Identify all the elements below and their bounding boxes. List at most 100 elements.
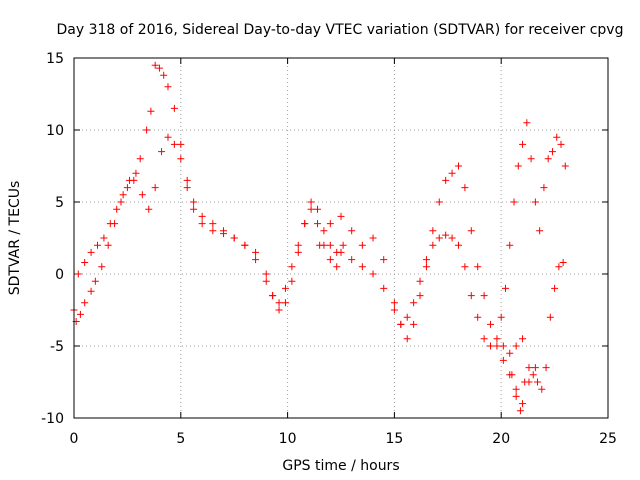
axis-ticks [73,57,609,419]
data-point [151,61,159,69]
data-point [555,263,563,271]
data-point [190,198,198,206]
data-point [531,198,539,206]
x-tick-label: 10 [279,431,297,447]
data-point [252,248,260,256]
data-point [448,169,456,177]
data-point [314,205,322,213]
data-point [369,234,377,242]
data-point [542,364,550,372]
data-point [132,169,140,177]
data-point [487,320,495,328]
data-point [170,104,178,112]
data-point [145,205,153,213]
series-satellite-track-B [74,133,341,307]
y-tick-labels: -10 -5 0 5 10 15 [41,51,64,427]
y-tick-label: 5 [55,195,64,211]
data-point [81,258,89,266]
series-satellite-track-C [316,162,539,408]
data-point [487,342,495,350]
data-point [126,176,134,184]
grid-lines [74,58,608,418]
data-point [461,184,469,192]
data-point [512,342,520,350]
data-point [183,176,191,184]
data-point [461,263,469,271]
data-point [474,263,482,271]
y-tick-label: 15 [46,51,64,67]
data-point [314,220,322,228]
data-point [230,234,238,242]
data-point [442,176,450,184]
data-point [87,248,95,256]
data-point [183,184,191,192]
data-point [123,184,131,192]
data-point [164,133,172,141]
data-point [100,234,108,242]
data-point [147,107,155,115]
data-point [275,306,283,314]
data-point [358,241,366,249]
y-tick-label: -5 [50,339,64,355]
data-point [508,371,516,379]
data-point [348,256,356,264]
data-point [510,198,518,206]
data-point [158,148,166,156]
data-point [467,227,475,235]
data-point [348,227,356,235]
data-point [390,299,398,307]
data-point [512,385,520,393]
data-point [422,263,430,271]
data-point [76,310,84,318]
data-point [544,155,552,163]
data-point [380,256,388,264]
data-point [442,231,450,239]
data-point [410,320,418,328]
data-point [499,356,507,364]
data-point [269,292,277,300]
chart-title: Day 318 of 2016, Sidereal Day-to-day VTE… [57,22,624,38]
data-point [561,162,569,170]
data-point [416,292,424,300]
data-point [98,263,106,271]
data-point [474,313,482,321]
data-point [536,227,544,235]
data-point [435,198,443,206]
data-point [326,256,334,264]
data-point [546,313,554,321]
data-point [113,205,121,213]
data-point [416,277,424,285]
data-point [523,119,531,127]
data-point [559,258,567,266]
data-point [519,140,527,148]
data-point [514,162,522,170]
data-point [499,342,507,350]
data-point [429,227,437,235]
x-tick-label: 5 [176,431,185,447]
x-tick-label: 15 [385,431,403,447]
data-point [339,241,347,249]
data-point [275,299,283,307]
data-point [333,263,341,271]
x-axis-label: GPS time / hours [282,458,399,474]
data-point [151,184,159,192]
data-point [525,364,533,372]
data-point [390,306,398,314]
x-tick-label: 0 [70,431,79,447]
data-point [548,148,556,156]
data-point [106,220,114,228]
data-point [448,234,456,242]
data-point [288,277,296,285]
plot-frame [73,57,609,419]
data-point [198,220,206,228]
data-point [519,400,527,408]
series-satellite-track-F [508,258,567,415]
data-point [160,71,168,79]
data-point [136,155,144,163]
data-point [326,220,334,228]
data-point [320,227,328,235]
data-point [117,198,125,206]
data-point [480,335,488,343]
data-point [553,133,561,141]
data-point [397,320,405,328]
